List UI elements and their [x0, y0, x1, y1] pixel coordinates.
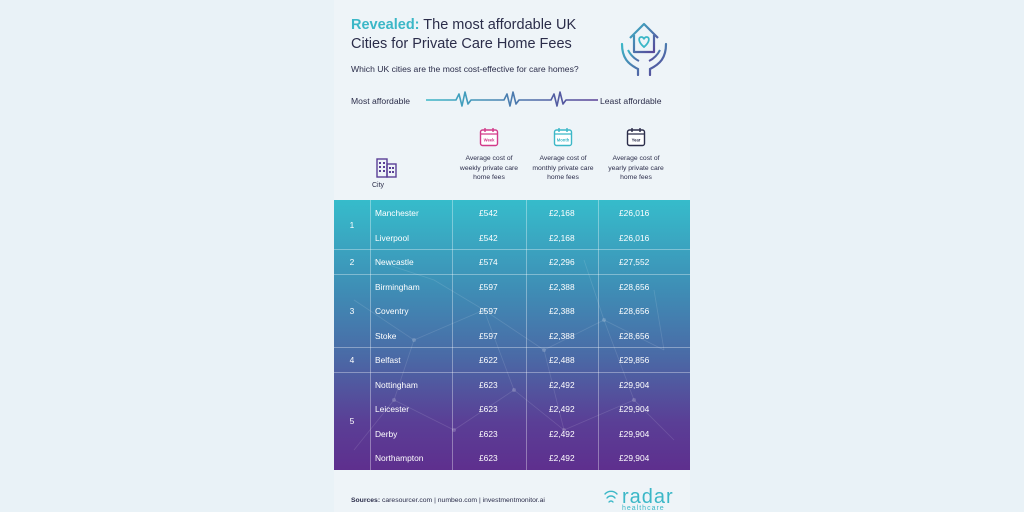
city-name: Leicester	[375, 404, 409, 414]
yearly-cost: £29,904	[619, 453, 650, 463]
table-row: Leicester £623 £2,492 £29,904	[334, 396, 690, 421]
group-divider	[334, 273, 690, 275]
year-badge-text: Year	[632, 138, 641, 143]
month-calendar-icon: Month	[553, 128, 573, 147]
column-divider	[526, 200, 527, 470]
weekly-cost: £597	[479, 306, 498, 316]
table-row: Belfast £622 £2,488 £29,856	[334, 347, 690, 372]
city-column-header: City	[372, 182, 385, 189]
week-calendar-icon: Week	[479, 128, 499, 147]
table-row: Stoke £597 £2,388 £28,656	[334, 323, 690, 348]
column-divider	[452, 200, 453, 470]
rank-label: 2	[349, 257, 355, 267]
monthly-cost: £2,168	[549, 208, 575, 218]
table-row: Manchester £542 £2,168 £26,016	[334, 200, 690, 225]
weekly-cost: £623	[479, 428, 498, 439]
weekly-cost: £574	[479, 257, 498, 267]
yearly-cost: £26,016	[619, 232, 650, 243]
week-column-header: Average cost of weekly private care home…	[459, 155, 519, 181]
column-divider	[598, 200, 599, 470]
monthly-cost: £2,492	[549, 428, 575, 439]
page-title: Revealed: The most affordable UK Cities …	[351, 16, 611, 54]
monthly-cost: £2,168	[549, 232, 575, 243]
rank-label: 1	[349, 220, 355, 230]
monthly-cost: £2,388	[549, 306, 575, 316]
radar-logo-icon	[604, 490, 618, 503]
scale-label-right: Least affordable	[600, 96, 662, 106]
house-hands-icon	[620, 22, 668, 76]
rank-label: 4	[349, 355, 355, 365]
city-name: Northampton	[375, 453, 424, 463]
cost-table: 1 2 3 4 5 Manchester £542 £2,168 £26,016 Li…	[334, 200, 690, 470]
monthly-cost: £2,388	[549, 330, 575, 341]
table-row: Liverpool £542 £2,168 £26,016	[334, 225, 690, 250]
city-name: Birmingham	[375, 281, 420, 292]
weekly-cost: £623	[479, 453, 498, 463]
yearly-cost: £28,656	[619, 306, 650, 316]
yearly-cost: £29,856	[619, 355, 650, 365]
month-badge-text: Month	[557, 138, 570, 143]
weekly-cost: £542	[479, 208, 498, 218]
yearly-cost: £29,904	[619, 379, 650, 390]
network-pattern	[353, 259, 675, 451]
sources-label: Sources:	[351, 497, 381, 504]
yearly-cost: £29,904	[619, 428, 650, 439]
city-name: Manchester	[375, 208, 419, 218]
table-row: Derby £623 £2,492 £29,904	[334, 421, 690, 446]
rank-label: 3	[349, 306, 355, 316]
column-divider	[370, 200, 371, 470]
title-line1: The most affordable UK	[419, 17, 577, 33]
weekly-cost: £623	[479, 404, 498, 414]
heartbeat-scale-icon	[426, 91, 598, 107]
sources-text: caresourcer.com | numbeo.com | investmen…	[380, 497, 545, 504]
yearly-cost: £26,016	[619, 208, 650, 218]
rank-label: 5	[349, 416, 355, 426]
monthly-cost: £2,488	[549, 355, 575, 365]
city-name: Coventry	[375, 306, 409, 316]
year-calendar-icon: Year	[626, 128, 646, 147]
scale-label-left: Most affordable	[351, 96, 411, 106]
logo-wordmark: radar	[622, 486, 674, 508]
infographic-card: Revealed: The most affordable UK Cities …	[334, 0, 690, 512]
yearly-cost: £28,656	[619, 281, 650, 292]
subtitle: Which UK cities are the most cost-effect…	[351, 64, 579, 74]
city-name: Derby	[375, 428, 398, 439]
logo-subtext: healthcare	[622, 505, 665, 512]
city-name: Nottingham	[375, 379, 418, 390]
weekly-cost: £623	[479, 379, 498, 390]
table-row: Newcastle £574 £2,296 £27,552	[334, 249, 690, 274]
weekly-cost: £622	[479, 355, 498, 365]
monthly-cost: £2,492	[549, 453, 575, 463]
yearly-cost: £27,552	[619, 257, 650, 267]
table-row: Northampton £623 £2,492 £29,904	[334, 445, 690, 470]
city-name: Stoke	[375, 330, 397, 341]
group-divider	[334, 347, 690, 348]
city-name: Newcastle	[375, 257, 414, 267]
weekly-cost: £597	[479, 281, 498, 292]
group-divider	[334, 371, 690, 373]
yearly-cost: £29,904	[619, 404, 650, 414]
weekly-cost: £597	[479, 330, 498, 341]
city-name: Belfast	[375, 355, 401, 365]
table-row: Birmingham £597 £2,388 £28,656	[334, 274, 690, 299]
month-column-header: Average cost of monthly private care hom…	[532, 155, 594, 181]
city-buildings-icon	[376, 158, 397, 178]
sources-note: Sources: caresourcer.com | numbeo.com | …	[351, 497, 545, 504]
week-badge-text: Week	[484, 138, 496, 143]
year-column-header: Average cost of yearly private care home…	[608, 155, 664, 181]
title-accent: Revealed:	[351, 17, 420, 33]
weekly-cost: £542	[479, 232, 498, 243]
monthly-cost: £2,388	[549, 281, 575, 292]
table-row: Coventry £597 £2,388 £28,656	[334, 298, 690, 323]
monthly-cost: £2,492	[549, 404, 575, 414]
title-line2: Cities for Private Care Home Fees	[351, 36, 572, 52]
monthly-cost: £2,296	[549, 257, 575, 267]
city-name: Liverpool	[375, 232, 409, 243]
group-divider	[334, 249, 690, 250]
monthly-cost: £2,492	[549, 379, 575, 390]
yearly-cost: £28,656	[619, 330, 650, 341]
table-row: Nottingham £623 £2,492 £29,904	[334, 372, 690, 397]
